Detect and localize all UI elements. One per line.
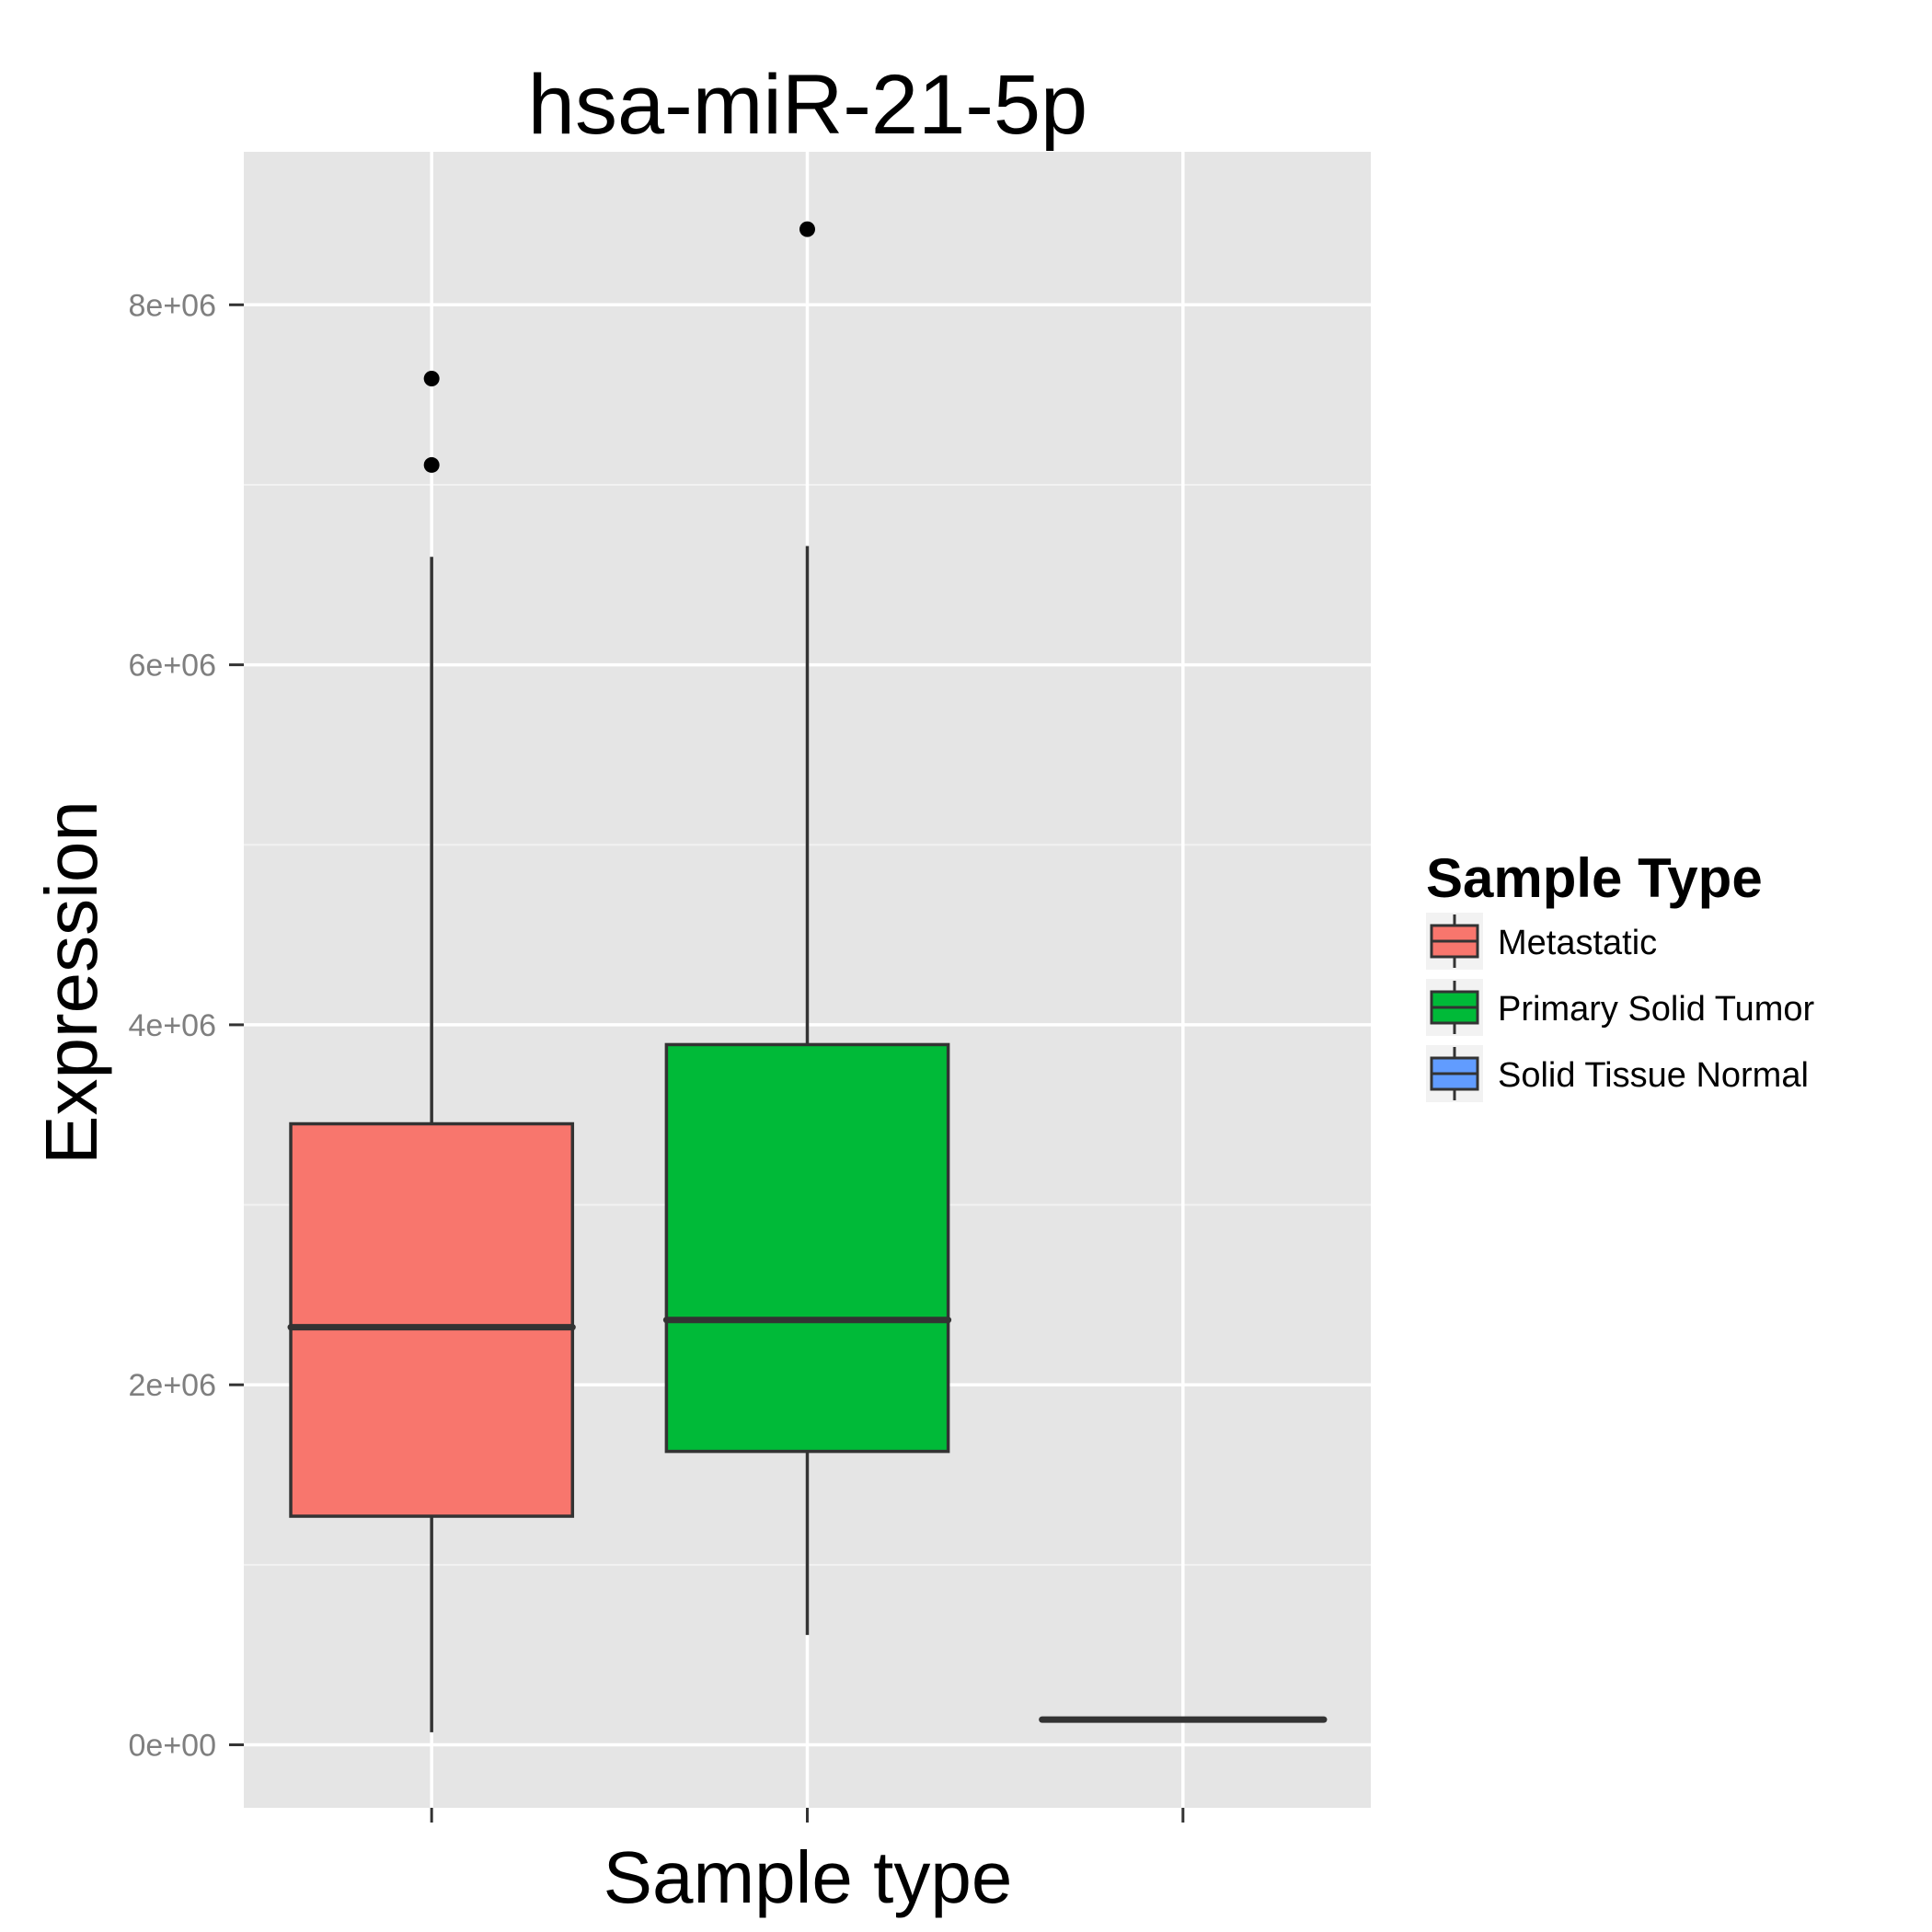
box-iqr — [289, 1121, 575, 1518]
legend-label: Solid Tissue Normal — [1498, 1056, 1809, 1095]
legend: Sample Type Metastatic Primary Solid Tumo… — [1426, 847, 1815, 1102]
box-1 — [287, 371, 576, 1732]
box-2 — [662, 221, 952, 1636]
outlier-point — [423, 371, 440, 387]
outlier-point — [799, 221, 815, 237]
box-iqr — [664, 1042, 950, 1454]
y-tick-label: 0e+00 — [129, 1729, 217, 1764]
x-axis-title: Sample type — [604, 1836, 1013, 1918]
y-tick-label: 4e+06 — [129, 1008, 217, 1043]
y-tick-label: 2e+06 — [129, 1368, 217, 1403]
plot-panel — [244, 152, 1371, 1808]
y-axis-title: Expression — [30, 800, 112, 1165]
y-tick-label: 8e+06 — [129, 288, 217, 323]
y-tick-label: 6e+06 — [129, 649, 217, 684]
legend-label: Metastatic — [1498, 924, 1657, 962]
outlier-point — [423, 456, 440, 473]
legend-label: Primary Solid Tumor — [1498, 990, 1815, 1029]
legend-key — [1426, 979, 1483, 1036]
legend-title: Sample Type — [1426, 847, 1763, 909]
legend-key — [1426, 1045, 1483, 1102]
x-axis — [430, 1808, 1185, 1823]
legend-key — [1426, 913, 1483, 970]
y-axis: 0e+00 2e+06 4e+06 6e+06 8e+06 — [129, 288, 244, 1764]
chart-title: hsa-miR-21-5p — [528, 58, 1087, 152]
